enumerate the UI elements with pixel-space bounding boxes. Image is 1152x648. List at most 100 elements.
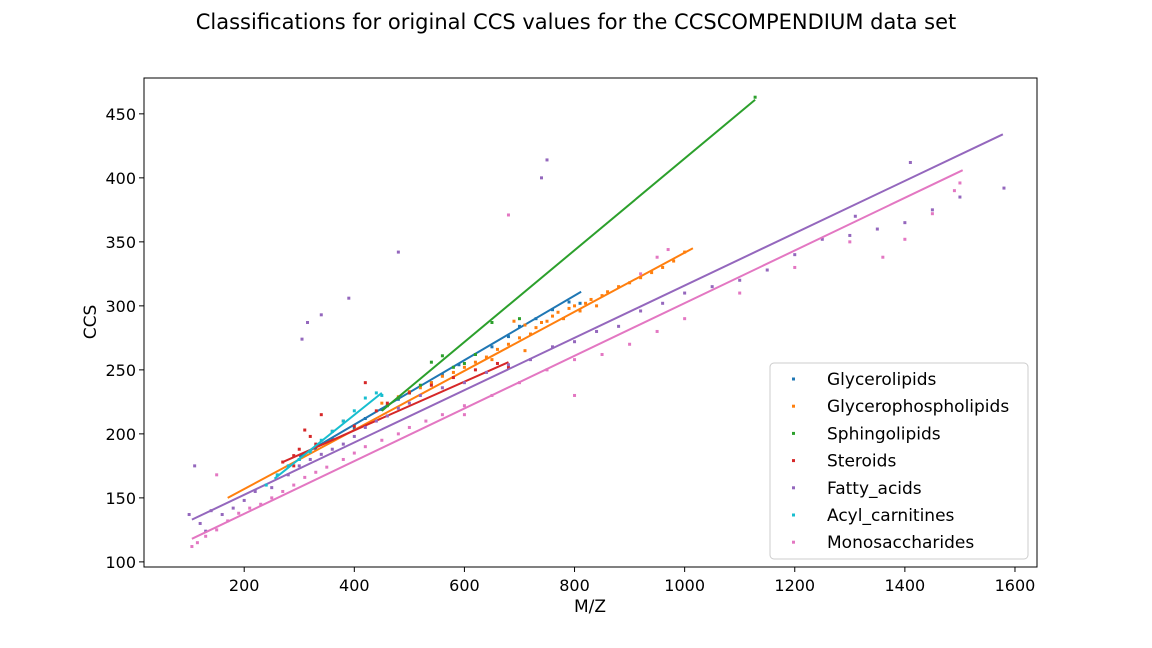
data-point xyxy=(308,457,312,461)
data-point xyxy=(380,401,384,405)
data-point xyxy=(352,434,356,438)
series-glycerophospholipids xyxy=(227,247,694,499)
data-point xyxy=(639,309,643,313)
data-point xyxy=(440,374,444,378)
data-point xyxy=(319,313,323,317)
y-tick-label: 450 xyxy=(105,105,136,124)
data-point xyxy=(297,464,301,468)
data-point xyxy=(573,304,577,308)
data-point xyxy=(556,310,560,314)
data-point xyxy=(462,413,466,417)
data-point xyxy=(589,297,593,301)
data-point xyxy=(793,253,797,257)
legend-marker xyxy=(792,404,795,408)
data-point xyxy=(292,464,296,468)
data-point xyxy=(380,438,384,442)
data-point xyxy=(198,521,202,525)
data-point xyxy=(396,406,400,410)
data-point xyxy=(595,304,599,308)
data-point xyxy=(710,285,714,289)
data-point xyxy=(374,409,378,413)
data-point xyxy=(650,271,654,275)
data-point xyxy=(903,237,907,241)
data-point xyxy=(215,473,219,477)
trend-line xyxy=(381,98,756,412)
y-tick-label: 100 xyxy=(105,553,136,572)
data-point xyxy=(330,437,334,441)
legend-label: Glycerophospholipids xyxy=(827,397,1009,417)
data-point xyxy=(457,363,461,367)
data-point xyxy=(848,233,852,237)
data-point xyxy=(325,465,329,469)
legend-marker xyxy=(792,377,795,381)
data-point xyxy=(242,498,246,502)
legend-label: Acyl_carnitines xyxy=(827,506,955,526)
data-point xyxy=(363,425,367,429)
data-point xyxy=(308,450,312,454)
data-point xyxy=(506,363,510,367)
data-point xyxy=(573,340,577,344)
y-tick-label: 150 xyxy=(105,489,136,508)
data-point xyxy=(270,486,274,490)
data-point xyxy=(440,386,444,390)
data-point xyxy=(473,353,477,357)
data-point xyxy=(259,502,263,506)
data-point xyxy=(551,345,555,349)
trend-line xyxy=(273,392,383,480)
data-point xyxy=(308,434,312,438)
data-point xyxy=(584,301,588,305)
trend-line xyxy=(191,169,964,540)
data-point xyxy=(341,419,345,423)
data-point xyxy=(655,255,659,259)
data-point xyxy=(738,291,742,295)
data-point xyxy=(462,404,466,408)
data-point xyxy=(319,413,323,417)
x-tick-label: 1600 xyxy=(995,576,1036,595)
data-point xyxy=(451,365,455,369)
legend: Glycerolipids Glycerophospholipids Sphingo… xyxy=(769,362,1029,560)
legend-box xyxy=(769,362,1029,560)
data-point xyxy=(551,314,555,318)
data-point xyxy=(193,464,197,468)
data-point xyxy=(875,227,879,231)
data-point xyxy=(578,301,582,305)
data-point xyxy=(567,306,571,310)
data-point xyxy=(517,324,521,328)
data-point xyxy=(490,358,494,362)
legend-item: Sphingolipids xyxy=(792,424,941,444)
data-point xyxy=(462,365,466,369)
data-point xyxy=(440,413,444,417)
data-point xyxy=(231,506,235,510)
data-point xyxy=(484,355,488,359)
x-tick-label: 600 xyxy=(449,576,480,595)
x-tick-label: 1200 xyxy=(774,576,815,595)
plot-area xyxy=(187,95,1006,549)
data-point xyxy=(363,445,367,449)
data-point xyxy=(424,419,428,423)
data-point xyxy=(314,470,318,474)
data-point xyxy=(606,290,610,294)
data-point xyxy=(617,324,621,328)
trend-line xyxy=(298,290,582,458)
data-point xyxy=(903,221,907,225)
legend-label: Fatty_acids xyxy=(827,479,922,499)
legend-item: Monosaccharides xyxy=(792,533,974,553)
data-point xyxy=(573,358,577,362)
data-point xyxy=(853,214,857,218)
data-point xyxy=(292,454,296,458)
data-point xyxy=(473,360,477,364)
data-point xyxy=(429,381,433,385)
data-point xyxy=(600,294,604,298)
data-point xyxy=(820,237,824,241)
data-point xyxy=(567,300,571,304)
data-point xyxy=(600,353,604,357)
data-point xyxy=(655,329,659,333)
data-point xyxy=(578,309,582,313)
plot-frame xyxy=(143,77,1038,568)
data-point xyxy=(418,393,422,397)
data-point xyxy=(275,473,279,477)
data-point xyxy=(765,268,769,272)
trend-line xyxy=(282,361,509,463)
data-point xyxy=(286,464,290,468)
data-point xyxy=(195,541,199,545)
